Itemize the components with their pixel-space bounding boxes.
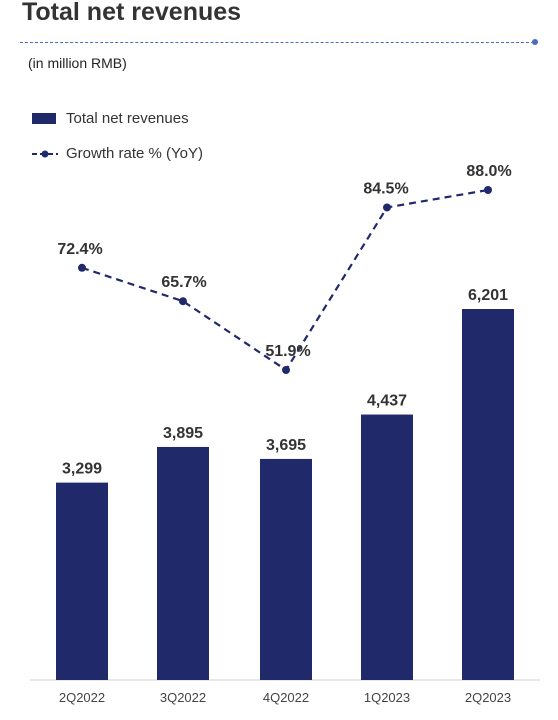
growth-rate-point (484, 186, 492, 194)
x-tick-label: 2Q2023 (465, 690, 511, 705)
x-tick-label: 4Q2022 (263, 690, 309, 705)
growth-rate-label: 51.9% (265, 343, 310, 360)
bar-value-label: 4,437 (367, 393, 407, 410)
legend-bar-label: Total net revenues (66, 110, 189, 127)
title-divider-end-dot (532, 39, 538, 45)
unit-subtitle: (in million RMB) (28, 55, 127, 71)
bar-value-label: 3,895 (163, 425, 203, 442)
legend-line-swatch (32, 150, 58, 157)
growth-rate-point (179, 297, 187, 306)
legend-bar-swatch (32, 113, 56, 124)
bar-value-label: 6,201 (468, 287, 508, 304)
bar-2Q2023 (462, 309, 514, 680)
growth-rate-label: 84.5% (363, 180, 408, 197)
growth-rate-label: 72.4% (57, 241, 102, 258)
x-tick-label: 1Q2023 (364, 690, 410, 705)
growth-rate-point (282, 366, 290, 374)
bar-value-label: 3,299 (62, 461, 102, 478)
bar-1Q2023 (361, 414, 413, 680)
bar-value-label: 3,695 (266, 437, 306, 454)
title-divider (20, 42, 534, 43)
legend-item-bars: Total net revenues (32, 110, 189, 127)
legend-line-marker (41, 150, 49, 157)
x-tick-label: 3Q2022 (160, 690, 206, 705)
bar-2Q2022 (56, 482, 108, 680)
growth-rate-point (383, 203, 391, 212)
legend-item-line: Growth rate % (YoY) (32, 145, 203, 162)
growth-rate-label: 88.0% (466, 163, 511, 180)
chart-title: Total net revenues (22, 0, 242, 26)
legend-line-label: Growth rate % (YoY) (66, 145, 203, 162)
growth-rate-point (78, 263, 86, 272)
bar-3Q2022 (157, 446, 209, 680)
x-tick-label: 2Q2022 (59, 690, 105, 705)
bar-4Q2022 (260, 458, 312, 680)
growth-rate-label: 65.7% (161, 274, 206, 291)
